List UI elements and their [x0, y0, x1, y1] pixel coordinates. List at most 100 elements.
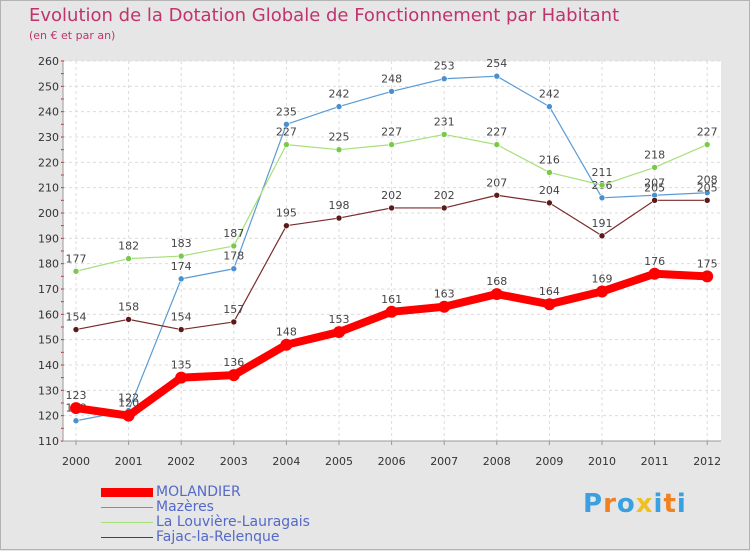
- data-point: [72, 417, 80, 425]
- legend-label-mazeres: Mazères: [156, 499, 214, 515]
- y-tick-label: 230: [38, 131, 59, 144]
- x-tick-label: 2008: [483, 455, 511, 468]
- data-point: [651, 197, 658, 204]
- data-label: 191: [592, 217, 613, 230]
- x-tick-label: 2006: [378, 455, 406, 468]
- data-label: 178: [223, 250, 244, 263]
- data-point: [230, 318, 238, 326]
- data-point: [598, 194, 606, 202]
- data-label: 253: [434, 60, 455, 73]
- y-tick-label: 170: [38, 283, 59, 296]
- data-point: [283, 121, 290, 128]
- data-label: 198: [329, 199, 350, 212]
- data-label: 218: [644, 148, 665, 161]
- data-label: 254: [486, 57, 507, 70]
- data-label: 122: [118, 392, 139, 405]
- data-label: 227: [697, 126, 718, 139]
- data-point: [388, 204, 395, 212]
- x-tick-label: 2011: [641, 455, 669, 468]
- data-label: 154: [66, 311, 87, 324]
- data-point: [388, 141, 395, 148]
- chart-title: Evolution de la Dotation Globale de Fonc…: [29, 5, 620, 26]
- legend-swatch-molandier: [101, 488, 153, 497]
- data-label: 205: [697, 181, 718, 194]
- y-tick-label: 220: [38, 156, 59, 169]
- plot-area: [63, 61, 721, 441]
- y-tick-label: 210: [38, 182, 59, 195]
- data-point: [230, 242, 238, 250]
- y-tick-label: 130: [38, 384, 59, 397]
- data-label: 148: [276, 326, 297, 339]
- data-label: 175: [697, 257, 718, 270]
- data-point: [283, 222, 290, 229]
- data-label: 158: [118, 300, 139, 313]
- data-label: 187: [223, 227, 244, 240]
- data-point: [493, 72, 501, 80]
- data-label: 227: [381, 126, 402, 139]
- data-point: [70, 402, 82, 415]
- y-tick-label: 160: [38, 308, 59, 321]
- data-label: 231: [434, 115, 455, 128]
- y-tick-label: 150: [38, 334, 59, 347]
- data-label: 227: [486, 126, 507, 139]
- y-tick-label: 140: [38, 359, 59, 372]
- data-label: 182: [118, 240, 139, 253]
- proxiti-logo: Proxiti: [583, 489, 687, 519]
- data-point: [72, 326, 80, 333]
- legend-label-la-louviere: La Louvière-Lauragais: [156, 514, 310, 530]
- data-point: [175, 371, 188, 384]
- data-point: [388, 88, 395, 95]
- data-label: 174: [171, 260, 192, 273]
- x-tick-label: 2003: [220, 455, 248, 468]
- x-tick-label: 2012: [693, 455, 721, 468]
- data-point: [493, 141, 501, 148]
- data-point: [335, 103, 343, 110]
- logo-letter: x: [635, 489, 654, 519]
- logo-letter: o: [616, 489, 636, 519]
- data-point: [283, 141, 290, 148]
- data-label: 157: [223, 303, 244, 316]
- data-label: 204: [539, 184, 560, 197]
- data-point: [333, 326, 345, 339]
- data-label: 135: [171, 359, 192, 372]
- data-label: 202: [434, 189, 455, 202]
- data-label: 123: [66, 389, 87, 402]
- logo-letter: P: [583, 489, 604, 519]
- data-point: [72, 267, 80, 275]
- data-label: 164: [539, 285, 560, 298]
- data-point: [227, 369, 240, 382]
- data-label: 208: [697, 174, 718, 187]
- data-point: [490, 288, 503, 301]
- data-point: [598, 232, 606, 240]
- data-point: [440, 204, 448, 212]
- data-point: [703, 197, 711, 204]
- data-label: 248: [381, 72, 402, 85]
- data-label: 227: [276, 126, 297, 139]
- data-point: [177, 326, 185, 333]
- x-tick-label: 2009: [535, 455, 563, 468]
- y-tick-label: 120: [38, 410, 59, 423]
- data-point: [177, 252, 185, 260]
- data-label: 163: [434, 288, 455, 301]
- data-label: 177: [66, 252, 87, 265]
- x-tick-label: 2000: [62, 455, 90, 468]
- y-tick-label: 180: [38, 258, 59, 271]
- y-tick-label: 190: [38, 232, 59, 245]
- data-point: [703, 141, 711, 148]
- data-point: [651, 164, 658, 171]
- data-label: 195: [276, 207, 297, 220]
- y-tick-label: 200: [38, 207, 59, 220]
- data-point: [438, 300, 451, 313]
- logo-letter: t: [663, 489, 677, 519]
- data-label: 168: [486, 275, 507, 288]
- chart-subtitle: (en € et par an): [29, 29, 116, 42]
- x-tick-label: 2002: [167, 455, 195, 468]
- data-point: [280, 338, 293, 351]
- data-label: 225: [329, 131, 350, 144]
- data-point: [493, 191, 501, 199]
- data-point: [385, 305, 398, 318]
- data-label: 242: [329, 88, 350, 101]
- data-label: 235: [276, 105, 297, 118]
- logo-letter: i: [653, 489, 664, 519]
